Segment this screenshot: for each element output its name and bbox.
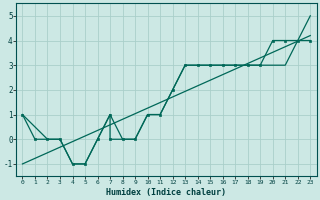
X-axis label: Humidex (Indice chaleur): Humidex (Indice chaleur)	[106, 188, 226, 197]
